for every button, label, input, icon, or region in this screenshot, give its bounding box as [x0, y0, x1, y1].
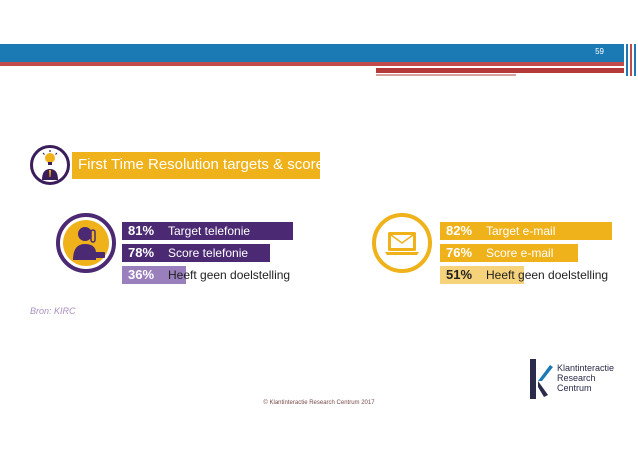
top-banner: [0, 44, 624, 62]
stat-bar: [440, 266, 524, 284]
banner-stripe: [0, 62, 624, 66]
stat-percent: 78%: [128, 245, 155, 260]
stat-row: 78% Score telefonie: [122, 244, 294, 262]
stat-label: Target telefonie: [168, 224, 251, 238]
stat-label: Target e-mail: [486, 224, 556, 238]
stat-percent: 82%: [446, 223, 473, 238]
kirc-logo-icon: [530, 359, 554, 399]
stat-percent: 51%: [446, 267, 473, 282]
title-bar: [72, 152, 320, 179]
banner-edge-line: [634, 44, 636, 76]
stat-bar: [122, 244, 270, 262]
logo-line: Klantinteractie: [557, 363, 615, 373]
stat-bar: [122, 222, 293, 240]
stat-bar: [122, 266, 186, 284]
stat-label: Score telefonie: [168, 246, 249, 260]
banner-edge-line: [626, 44, 628, 76]
phone-person-icon: [63, 220, 109, 266]
slide-title: First Time Resolution targets & scores: [78, 156, 332, 173]
stat-row: 76% Score e-mail: [440, 244, 612, 262]
stat-row: 36% Heeft geen doelstelling: [122, 266, 294, 284]
logo-line: Research: [557, 373, 596, 383]
banner-stripe-accent: [376, 68, 624, 73]
banner-edge-line: [630, 44, 632, 76]
lightbulb-person-icon: [30, 145, 70, 185]
stat-bar: [440, 244, 578, 262]
email-laptop-icon: [372, 213, 432, 273]
stat-percent: 81%: [128, 223, 155, 238]
logo-line: Centrum: [557, 383, 592, 393]
page-number: 59: [595, 47, 604, 56]
stat-label: Heeft geen doelstelling: [486, 268, 609, 282]
logo-wordmark: Klantinteractie Research Centrum: [557, 363, 614, 393]
stat-bar: [440, 222, 612, 240]
stat-row: 81% Target telefonie: [122, 222, 294, 240]
source-note: Bron: KIRC: [30, 306, 76, 316]
stat-row: 82% Target e-mail: [440, 222, 612, 240]
stat-label: Score e-mail: [486, 246, 554, 260]
copyright-footer: © Klantinteractie Research Centrum 2017: [263, 400, 375, 406]
stat-label: Heeft geen doelstelling: [168, 268, 291, 282]
stat-row: 51% Heeft geen doelstelling: [440, 266, 612, 284]
stat-percent: 36%: [128, 267, 155, 282]
banner-stripe-pale: [376, 74, 516, 76]
stat-percent: 76%: [446, 245, 473, 260]
